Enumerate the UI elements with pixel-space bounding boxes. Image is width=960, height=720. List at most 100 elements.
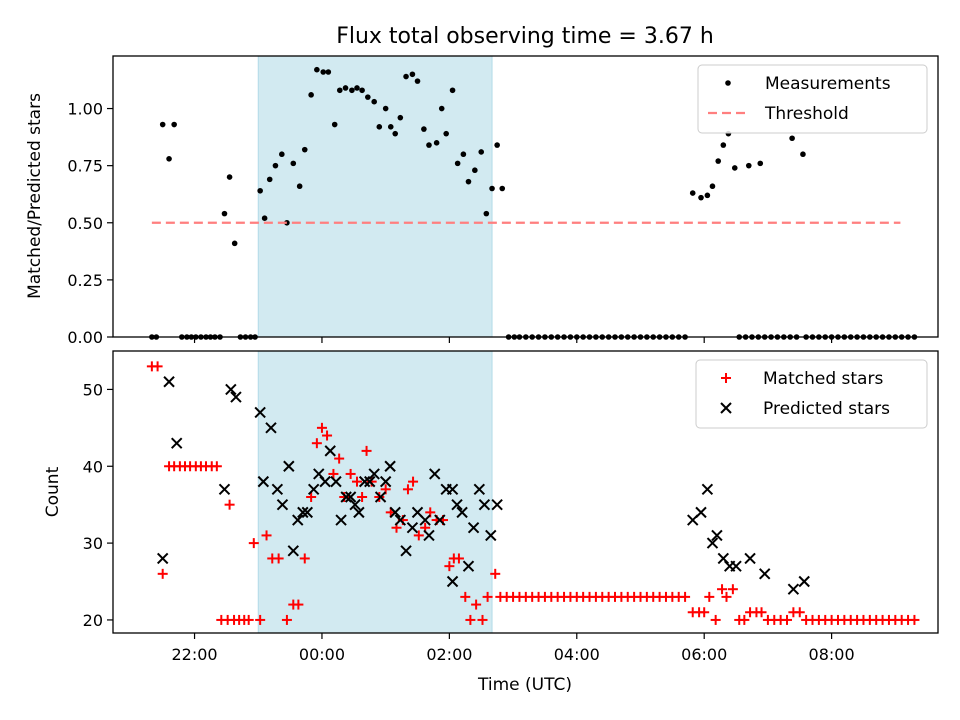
predicted-stars-point bbox=[798, 575, 810, 588]
predicted-stars-point bbox=[711, 529, 723, 542]
measurement-point bbox=[290, 160, 297, 167]
matched-stars-point bbox=[782, 614, 793, 625]
measurement-point bbox=[284, 219, 290, 226]
measurement-point bbox=[443, 130, 449, 137]
measurement-point bbox=[272, 162, 279, 169]
matched-stars-point bbox=[248, 538, 259, 549]
matched-stars-point bbox=[255, 614, 266, 625]
predicted-stars-point bbox=[456, 506, 468, 519]
legend-label: Measurements bbox=[765, 74, 891, 94]
predicted-stars-point bbox=[163, 376, 175, 388]
legend-bottom: Matched stars Predicted stars bbox=[695, 359, 928, 429]
predicted-stars-point bbox=[301, 506, 314, 519]
x-axis-label: Time (UTC) bbox=[477, 675, 572, 695]
predicted-stars-point bbox=[349, 498, 361, 511]
y-tick-label: 1.00 bbox=[67, 100, 103, 119]
predicted-stars-point bbox=[368, 468, 380, 480]
measurement-point bbox=[365, 94, 371, 100]
measurement-point bbox=[301, 146, 308, 153]
predicted-stars-point bbox=[324, 445, 336, 457]
matched-stars-point bbox=[717, 584, 728, 595]
measurement-point bbox=[221, 210, 228, 217]
matched-stars-point bbox=[453, 553, 464, 564]
legend-label: Threshold bbox=[764, 104, 849, 124]
predicted-stars-point bbox=[429, 468, 441, 480]
matched-stars-point bbox=[909, 614, 920, 625]
x-tick-label: 22:00 bbox=[171, 645, 217, 664]
predicted-stars-point bbox=[225, 383, 237, 396]
predicted-stars-point bbox=[744, 552, 756, 565]
y-tick-label: 0.25 bbox=[67, 271, 103, 290]
measurement-point bbox=[320, 69, 327, 75]
measurement-point bbox=[478, 149, 485, 155]
predicted-stars-point bbox=[353, 506, 365, 519]
matched-stars-point bbox=[328, 468, 339, 479]
matched-stars-point bbox=[351, 476, 362, 487]
predicted-stars-point bbox=[254, 406, 266, 419]
measurement-point bbox=[494, 142, 500, 148]
measurement-point bbox=[438, 105, 445, 112]
y-tick-label: 0.50 bbox=[67, 214, 103, 233]
predicted-stars-point bbox=[292, 514, 304, 526]
axes-frame-bottom bbox=[112, 350, 939, 634]
measurement-point bbox=[745, 162, 752, 169]
matched-stars-point bbox=[704, 591, 715, 602]
matched-stars-point bbox=[261, 530, 272, 541]
measurement-point bbox=[499, 185, 506, 192]
predicted-stars-point bbox=[400, 545, 412, 557]
measurement-point bbox=[376, 124, 383, 130]
matched-stars-point bbox=[211, 461, 222, 472]
legend-top: Measurements Threshold bbox=[697, 64, 928, 134]
predicted-stars-point bbox=[271, 483, 284, 496]
matched-stars-point bbox=[243, 614, 254, 625]
measurement-point bbox=[382, 105, 389, 112]
measurement-point bbox=[800, 151, 806, 158]
matched-stars-point bbox=[339, 491, 350, 502]
measurement-point bbox=[308, 92, 314, 98]
matched-stars-point bbox=[224, 499, 235, 510]
matched-stars-point bbox=[311, 438, 322, 449]
chart-title: Flux total observing time = 3.67 h bbox=[336, 24, 714, 49]
matched-stars-point bbox=[361, 445, 372, 456]
predicted-stars-point bbox=[364, 475, 376, 488]
predicted-stars-point bbox=[335, 514, 347, 526]
matched-stars-point bbox=[334, 453, 345, 464]
matched-stars-point bbox=[157, 568, 168, 579]
matched-stars-point bbox=[460, 591, 471, 602]
y-tick-label: 30 bbox=[83, 534, 103, 553]
measurement-point bbox=[789, 135, 795, 142]
measurement-point bbox=[279, 151, 285, 158]
predicted-stars-point bbox=[374, 491, 387, 503]
matched-stars-point bbox=[465, 614, 476, 625]
predicted-stars-point bbox=[759, 568, 771, 580]
measurement-point bbox=[465, 178, 472, 185]
predicted-stars-point bbox=[379, 475, 392, 488]
measurement-point bbox=[387, 124, 394, 130]
measurement-point bbox=[371, 98, 377, 105]
predicted-stars-point bbox=[330, 475, 342, 488]
x-tick-label: 06:00 bbox=[681, 645, 727, 664]
predicted-stars-point bbox=[358, 475, 371, 488]
predicted-stars-point bbox=[473, 483, 486, 496]
measurement-point bbox=[409, 71, 416, 78]
predicted-stars-point bbox=[297, 506, 309, 519]
measurement-point bbox=[715, 158, 722, 164]
x-tick-label: 00:00 bbox=[299, 645, 345, 664]
predicted-stars-point bbox=[446, 483, 459, 496]
measurement-point bbox=[720, 142, 727, 148]
predicted-stars-point bbox=[218, 483, 231, 496]
measurement-point bbox=[426, 142, 432, 148]
matched-stars-point bbox=[490, 568, 501, 579]
predicted-stars-point bbox=[257, 475, 270, 488]
measurement-point bbox=[689, 190, 696, 196]
matched-stars-point bbox=[316, 422, 327, 433]
predicted-stars-point bbox=[307, 483, 320, 496]
predicted-stars-point bbox=[389, 506, 401, 519]
measurement-point bbox=[698, 194, 704, 201]
measurement-point bbox=[325, 69, 332, 75]
x-tick-label: 02:00 bbox=[426, 645, 472, 664]
measurement-point bbox=[314, 66, 320, 73]
measurement-point bbox=[414, 78, 421, 84]
predicted-stars-point bbox=[451, 498, 463, 511]
